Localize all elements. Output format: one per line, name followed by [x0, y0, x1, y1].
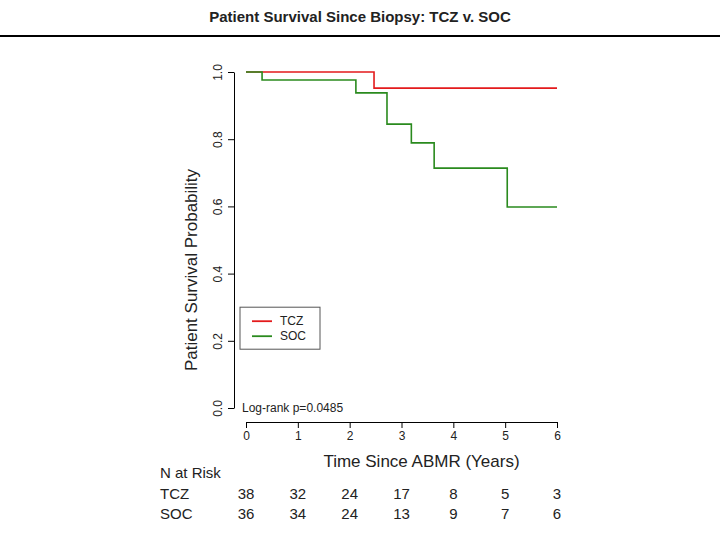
risk-count: 9 [449, 505, 457, 522]
risk-count: 17 [393, 485, 410, 502]
risk-count: 3 [553, 485, 561, 502]
y-axis: 0.0 0.2 0.4 0.6 0.8 1.0 [211, 64, 235, 417]
risk-table-title: N at Risk [160, 464, 221, 481]
risk-row-label: SOC [160, 505, 193, 522]
survival-line [246, 72, 557, 207]
y-tick-label: 0.8 [211, 131, 225, 148]
y-tick-label: 0.4 [211, 265, 225, 282]
x-tick-mark [402, 422, 403, 428]
y-tick: 0.4 [211, 265, 234, 282]
y-axis-line [234, 73, 235, 409]
risk-count: 5 [501, 485, 509, 502]
legend-swatch [252, 320, 272, 322]
title-rule [0, 35, 720, 37]
risk-count: 24 [341, 505, 358, 522]
legend-label: TCZ [280, 314, 303, 328]
x-tick-label: 2 [347, 429, 354, 443]
x-tick: 1 [295, 422, 302, 443]
y-tick: 1.0 [211, 64, 234, 81]
x-axis-title: Time Since ABMR (Years) [323, 452, 519, 471]
x-tick-label: 1 [295, 429, 302, 443]
risk-count: 36 [238, 505, 255, 522]
plot-area [246, 72, 557, 207]
risk-count: 13 [393, 505, 410, 522]
y-tick-mark [228, 206, 234, 207]
risk-count: 8 [449, 485, 457, 502]
x-tick-label: 6 [554, 429, 561, 443]
risk-count: 34 [289, 505, 306, 522]
legend-swatch [252, 335, 272, 337]
x-tick: 4 [450, 422, 457, 443]
x-tick: 5 [502, 422, 509, 443]
x-tick-mark [505, 422, 506, 428]
y-tick: 0.6 [211, 198, 234, 215]
x-tick-mark [298, 422, 299, 428]
y-tick-label: 0.2 [211, 333, 225, 350]
y-tick: 0.0 [211, 400, 234, 417]
x-tick-mark [350, 422, 351, 428]
y-tick: 0.2 [211, 333, 234, 350]
y-tick-mark [228, 139, 234, 140]
x-tick-label: 5 [502, 429, 509, 443]
x-tick-mark [557, 422, 558, 428]
y-tick-label: 0.0 [211, 400, 225, 417]
risk-count: 32 [289, 485, 306, 502]
risk-count: 7 [501, 505, 509, 522]
legend-label: SOC [280, 329, 306, 343]
y-tick-mark [228, 341, 234, 342]
x-tick-mark [246, 422, 247, 428]
x-tick-label: 0 [243, 429, 250, 443]
chart: Patient Survival Since Biopsy: TCZ v. SO… [0, 0, 720, 540]
y-tick-label: 0.6 [211, 198, 225, 215]
legend: TCZSOC [240, 307, 320, 349]
x-axis: 0 1 2 3 4 5 6 [243, 422, 561, 443]
risk-count: 24 [341, 485, 358, 502]
y-tick-mark [228, 274, 234, 275]
title: Patient Survival Since Biopsy: TCZ v. SO… [209, 8, 511, 25]
y-tick: 0.8 [211, 131, 234, 148]
x-tick: 0 [243, 422, 250, 443]
x-tick: 2 [347, 422, 354, 443]
y-axis-title: Patient Survival Probability [182, 168, 201, 371]
risk-table: N at Risk TCZ 38 32 24 17 8 5 3 SOC 36 34 24 13 9 7 6 [160, 464, 561, 522]
x-tick: 6 [554, 422, 561, 443]
x-tick: 3 [399, 422, 406, 443]
y-tick-mark [228, 408, 234, 409]
risk-row-label: TCZ [160, 485, 189, 502]
y-tick-mark [228, 72, 234, 73]
annotation: Log-rank p=0.0485 [242, 401, 343, 415]
y-tick-label: 1.0 [211, 64, 225, 81]
x-tick-label: 4 [450, 429, 457, 443]
risk-count: 6 [553, 505, 561, 522]
x-tick-mark [453, 422, 454, 428]
x-tick-label: 3 [399, 429, 406, 443]
risk-count: 38 [238, 485, 255, 502]
legend-box [240, 307, 320, 349]
